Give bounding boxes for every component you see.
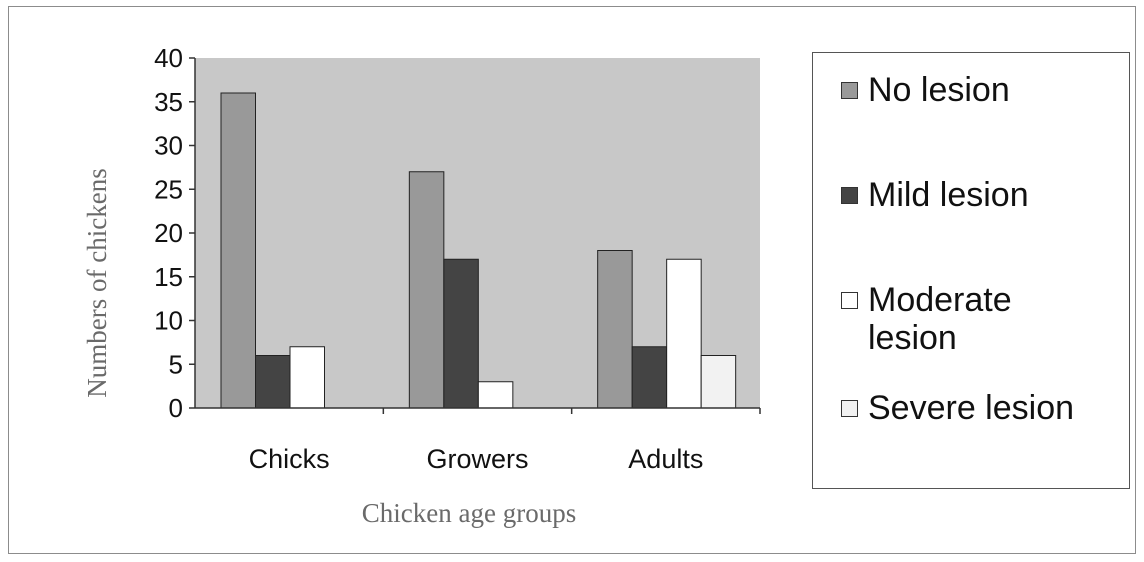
y-tick-label: 0 bbox=[169, 393, 183, 423]
legend-label: Mild lesion bbox=[868, 176, 1029, 214]
bars-group bbox=[220, 92, 737, 409]
bar bbox=[477, 381, 514, 409]
x-category-label: Chicks bbox=[249, 444, 330, 474]
x-axis-categories: Chicks Growers Adults bbox=[249, 408, 761, 474]
y-tick-label: 35 bbox=[154, 87, 183, 117]
x-category-label: Adults bbox=[628, 444, 703, 474]
bar bbox=[443, 258, 479, 409]
legend-swatch-severe-lesion bbox=[841, 400, 858, 417]
bar bbox=[631, 346, 668, 409]
legend-swatch-no-lesion bbox=[841, 82, 858, 99]
legend-item-no-lesion: No lesion bbox=[841, 71, 1128, 109]
y-tick-label: 40 bbox=[154, 43, 183, 73]
legend: No lesion Mild lesion Moderate lesion Se… bbox=[812, 52, 1130, 489]
y-tick-label: 20 bbox=[154, 218, 183, 248]
legend-label: Moderate lesion bbox=[868, 281, 1012, 357]
legend-label: No lesion bbox=[868, 71, 1010, 109]
y-tick-label: 25 bbox=[154, 174, 183, 204]
bar bbox=[408, 171, 445, 409]
legend-item-moderate-lesion: Moderate lesion bbox=[841, 281, 1128, 357]
legend-label: Severe lesion bbox=[868, 389, 1075, 427]
y-axis-title: Numbers of chickens bbox=[82, 168, 112, 397]
y-tick-label: 30 bbox=[154, 131, 183, 161]
y-axis-ticks: 0 5 10 15 20 25 30 35 40 bbox=[154, 43, 195, 423]
y-tick-label: 10 bbox=[154, 306, 183, 336]
x-axis-title: Chicken age groups bbox=[362, 498, 576, 528]
x-category-label: Growers bbox=[426, 444, 528, 474]
bar bbox=[220, 92, 256, 409]
legend-swatch-moderate-lesion bbox=[841, 292, 858, 309]
bar bbox=[255, 355, 291, 409]
bar bbox=[597, 250, 633, 409]
bar bbox=[700, 355, 737, 409]
bar bbox=[666, 258, 702, 409]
legend-item-mild-lesion: Mild lesion bbox=[841, 176, 1128, 214]
y-tick-label: 5 bbox=[169, 349, 183, 379]
legend-swatch-mild-lesion bbox=[841, 187, 858, 204]
legend-item-severe-lesion: Severe lesion bbox=[841, 389, 1128, 427]
bar bbox=[289, 346, 325, 409]
y-tick-label: 15 bbox=[154, 262, 183, 292]
